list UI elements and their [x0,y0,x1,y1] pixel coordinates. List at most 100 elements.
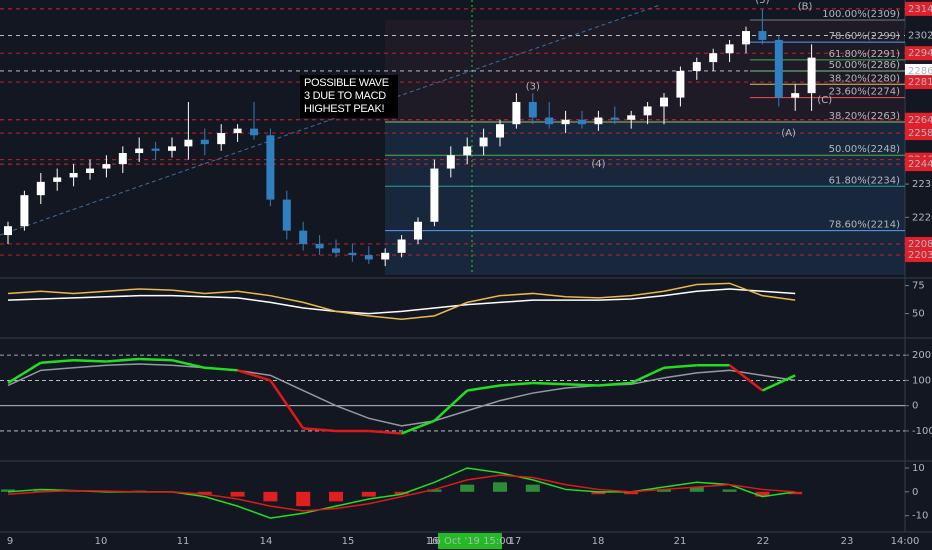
candle-body [578,119,586,125]
candle-body [200,139,209,145]
histogram-bar [657,489,671,492]
fib-label: 38.20%(2263) [829,111,900,122]
price-label: 2314 [908,4,932,15]
candle-body [282,199,291,231]
price-badge [905,63,932,78]
price-label: 2203 [908,250,932,261]
price-badge [905,46,932,61]
candle-body [151,148,160,151]
histogram-bar [788,491,803,495]
candle-body [709,53,718,63]
indicator-segment [565,382,599,387]
y-tick-label: -100 [912,426,932,437]
fib-label: 100.00%(2309) [822,9,900,20]
price-badge [905,112,932,127]
candle-body [397,239,406,253]
y-tick-label: -10 [912,511,928,522]
price-label: 2302 [908,30,932,41]
fib-label: 38.20%(2280) [829,73,900,84]
x-tick-label: 16 Oct '19 15:00 [428,536,512,547]
x-tick-label: 9 [7,536,13,547]
indicator-segment [40,358,74,364]
indicator-segment [728,364,764,392]
histogram-bar [296,491,311,507]
candle-body [381,252,390,260]
y-tick-label: 200 [912,350,931,361]
annotation: POSSIBLE WAVE 3 DUE TO MACD HIGHEST PEAK… [300,75,398,118]
candle-body [774,39,783,98]
indicator-segment [401,419,435,435]
fib-label: 61.80%(2291) [829,49,900,60]
price-badge [905,126,932,141]
candle-body [36,181,45,196]
indicator-line [7,288,796,315]
fib-label: 23.60%(2274) [829,87,900,98]
candle-body [20,195,29,227]
histogram-bar [493,482,507,492]
indicator-segment [433,389,469,422]
candle-body [102,164,111,169]
candle-body [496,124,504,138]
candle-body [332,248,340,253]
candle-body [217,133,226,145]
candle-body [725,44,734,54]
indicator-line [7,363,796,427]
price-label: 2208 [908,239,932,250]
x-tick-label: 14 [260,536,273,547]
y-tick-label: 2235 [912,179,932,190]
candle-body [430,168,439,222]
candle-body [643,106,652,116]
price-badge [905,28,932,43]
y-tick-label: 0 [912,487,918,498]
wave-label: (4) [591,159,605,170]
x-tick-label: 22 [757,536,770,547]
indicator-segment [368,429,402,435]
x-tick-label: 17 [509,536,522,547]
x-tick-label: 18 [592,536,605,547]
fib-zone [385,120,905,275]
x-tick-label: 23 [841,536,854,547]
indicator-segment [467,384,501,392]
candle-body [479,137,488,147]
candle-body [233,128,242,134]
histogram-bar [230,491,245,497]
price-badge [905,1,932,16]
candle-body [250,128,258,136]
histogram-bar [722,489,737,492]
fib-label: 50.00%(2286) [829,60,900,71]
indicator-segment [171,358,206,370]
fib-label: 61.80%(2234) [829,175,900,186]
indicator-segment [237,369,271,382]
fib-label: 78.60%(2299) [829,31,900,42]
indicator-segment [204,366,238,372]
histogram-bar [460,484,475,492]
candle-body [463,146,472,156]
candle-body [414,221,422,240]
y-tick-label: 2220 [912,212,932,223]
price-label: 2258 [908,128,932,139]
wave-label: (A) [781,128,796,139]
price-label: 2286 [908,66,932,77]
candle-body [348,252,357,256]
x-tick-label: 21 [674,536,687,547]
price-badge [905,157,932,172]
candle-body [168,146,176,151]
price-badge [905,248,932,263]
histogram-bar [427,489,442,492]
indicator-segment [663,364,697,370]
histogram-bar [591,491,606,495]
histogram-bar [394,491,409,495]
x-tick-label: 15 [342,536,355,547]
candle-body [299,230,308,244]
histogram-bar [361,491,376,497]
histogram-bar [66,491,81,492]
candle-body [118,153,127,165]
y-tick-label: 0 [912,401,918,412]
price-label: 2294 [908,48,932,59]
candle-body [364,255,373,260]
indicator-segment [598,381,632,387]
x-tick-label: 10 [95,536,108,547]
wave-label: (3) [526,81,540,92]
